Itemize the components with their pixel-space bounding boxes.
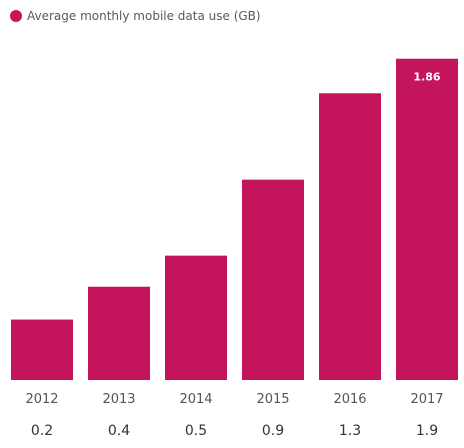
x-tick-label: 2016 (333, 392, 366, 407)
category-value-label: 0.2 (31, 423, 53, 439)
category-value-label: 0.4 (108, 423, 130, 439)
category-value-label: 1.9 (416, 423, 438, 439)
bar-2015 (242, 179, 304, 380)
category-value-label: 1.3 (339, 423, 361, 439)
x-tick-label: 2012 (25, 392, 58, 407)
x-tick-label: 2015 (256, 392, 289, 407)
bar-2017 (396, 58, 458, 381)
legend: Average monthly mobile data use (GB) (10, 9, 261, 23)
bar-2013 (88, 286, 150, 380)
bar-2012 (11, 319, 73, 380)
category-value-label: 0.5 (185, 423, 207, 439)
bar-2016 (319, 93, 381, 380)
x-tick-label: 2013 (102, 392, 135, 407)
legend-swatch (10, 10, 22, 22)
category-value-label: 0.9 (262, 423, 284, 439)
bar-2014 (165, 255, 227, 380)
data-label: 1.86 (413, 71, 440, 84)
legend-label: Average monthly mobile data use (GB) (27, 9, 261, 23)
x-tick-label: 2017 (410, 392, 443, 407)
x-tick-label: 2014 (179, 392, 212, 407)
